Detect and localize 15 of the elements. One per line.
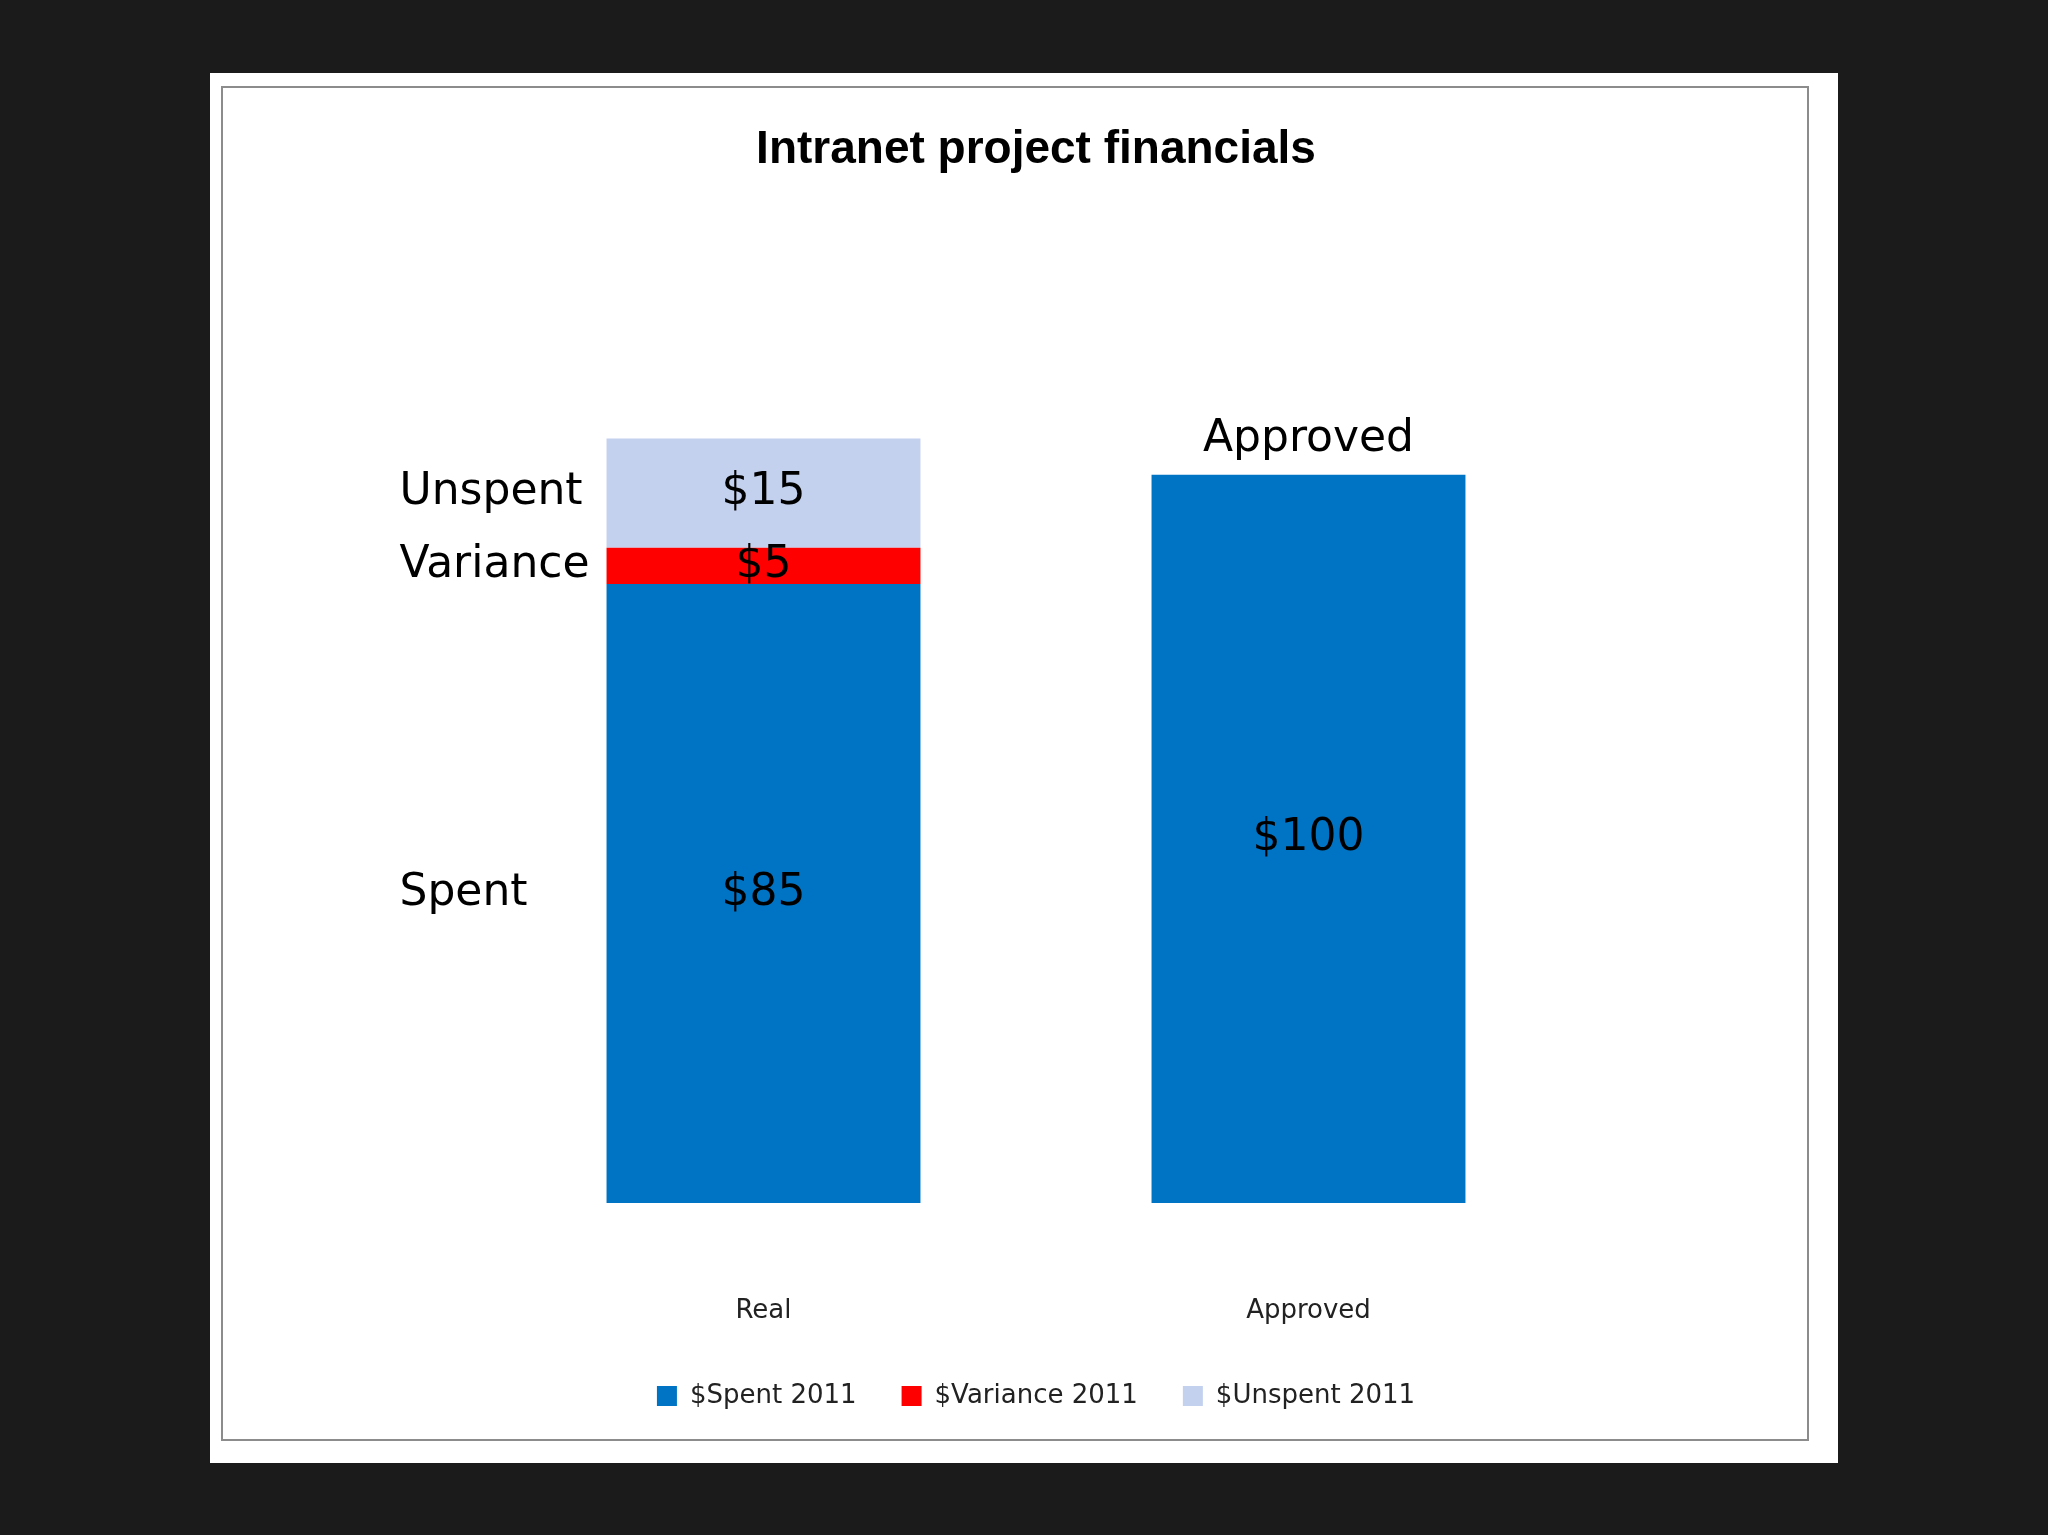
annotation: Approved — [1202, 409, 1415, 461]
data-label: $100 — [1252, 809, 1365, 861]
bar — [1151, 474, 1466, 1203]
annotation: Unspent — [399, 463, 583, 515]
legend-label: $Unspent 2011 — [1215, 1378, 1416, 1409]
data-label: $5 — [735, 536, 792, 588]
annotation: Variance — [399, 536, 590, 588]
legend-label: $Spent 2011 — [689, 1378, 857, 1409]
x-tick-label: Real — [735, 1294, 792, 1325]
data-label: $85 — [721, 863, 806, 915]
legend-label: $Variance 2011 — [934, 1378, 1138, 1409]
data-label: $15 — [721, 463, 806, 515]
chart-title: Intranet project financials — [756, 121, 1316, 174]
annotation: Spent — [399, 863, 528, 915]
bar — [606, 584, 921, 1203]
